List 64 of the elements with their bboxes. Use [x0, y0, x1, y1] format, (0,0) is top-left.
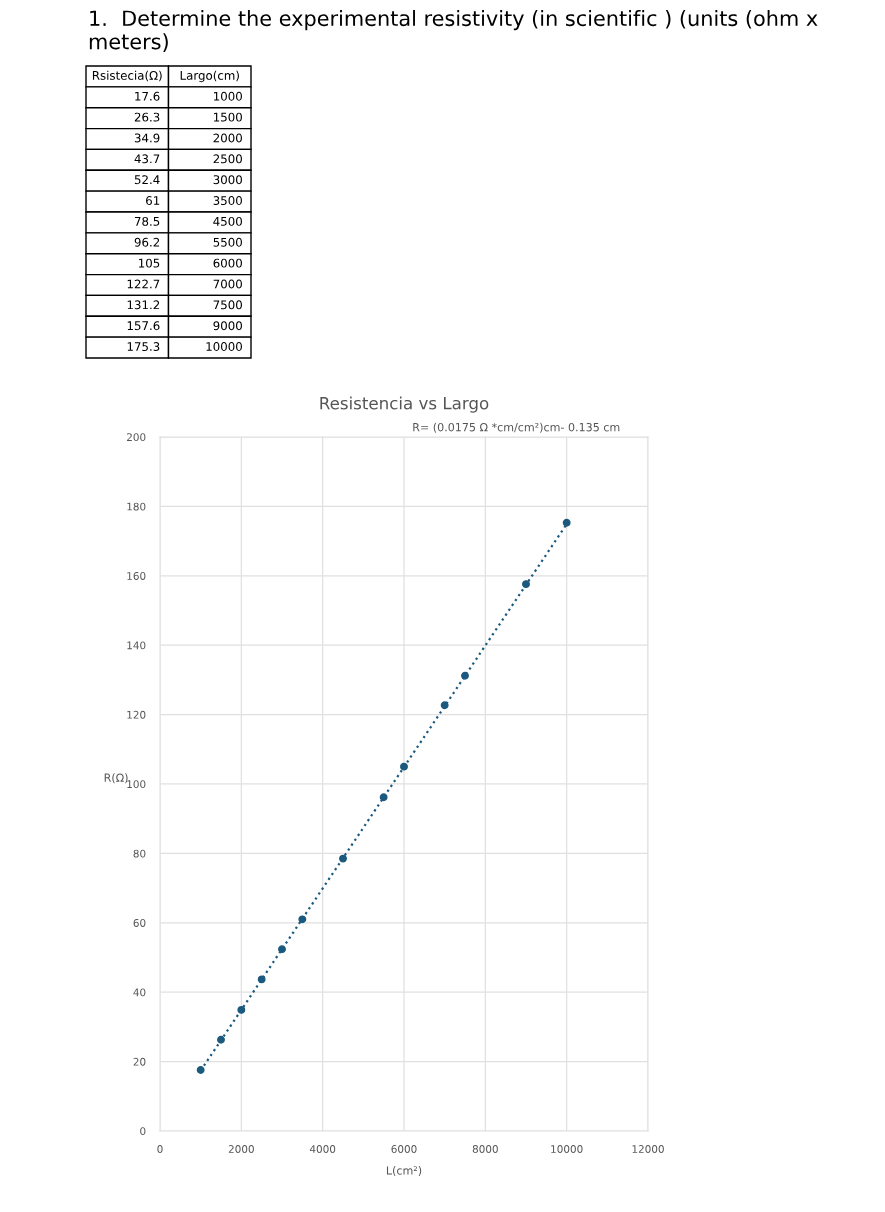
- point: [196, 1065, 205, 1074]
- y-tick-label: 160: [127, 572, 146, 580]
- chart-title: Resistencia vs Largo: [320, 396, 489, 413]
- y-tick-label: 20: [133, 1057, 146, 1066]
- y-tick-label: 0: [140, 1127, 146, 1136]
- text: 6000: [213, 258, 242, 268]
- text: Rsistecia(Ω): [92, 70, 162, 82]
- y-tick-label: 60: [133, 919, 146, 927]
- text: 26.3: [134, 112, 160, 122]
- y-tick-label: 100: [127, 780, 146, 789]
- point: [379, 793, 388, 802]
- text: 3000: [213, 175, 242, 185]
- y-axis-title: R(Ω): [104, 773, 128, 784]
- text: 96.2: [134, 237, 160, 247]
- text: 3500: [213, 196, 242, 205]
- point: [400, 762, 408, 771]
- y-tick-label: 120: [127, 710, 146, 719]
- point: [339, 854, 347, 863]
- text: 2500: [213, 154, 242, 164]
- text: 78.5: [134, 216, 160, 226]
- text: 4500: [213, 216, 242, 226]
- x-tick-label: 6000: [391, 1145, 417, 1153]
- point: [461, 671, 469, 680]
- point: [278, 945, 286, 954]
- text: 34.9: [134, 133, 160, 143]
- text: 7500: [213, 300, 242, 310]
- text: 1500: [214, 112, 242, 122]
- x-tick-label: 8000: [472, 1145, 498, 1153]
- x-tick-label: 10000: [551, 1145, 583, 1153]
- text: 61: [146, 196, 160, 205]
- x-tick-label: 2000: [228, 1145, 254, 1153]
- point: [562, 518, 571, 527]
- text: 1000: [214, 91, 242, 101]
- text: 1. Determine the experimental resistivity (in scientific ) (units (ohm x meters): [89, 10, 818, 52]
- text: 52.4: [134, 175, 160, 185]
- point: [237, 1005, 246, 1014]
- point: [440, 701, 449, 710]
- point: [257, 975, 266, 984]
- x-tick-label: 4000: [309, 1145, 336, 1153]
- text: Largo(cm): [180, 70, 239, 83]
- chart-subtitle: R= (0.0175 Ω *cm/cm²)cm- 0.135 cm: [413, 422, 620, 433]
- y-tick-label: 200: [126, 433, 146, 442]
- text: 10000: [206, 342, 242, 351]
- text: 157.6: [127, 321, 160, 331]
- text: 131.2: [127, 300, 160, 310]
- text: 7000: [213, 279, 242, 289]
- x-tick-label: 0: [157, 1145, 163, 1153]
- x-tick-label: 12000: [632, 1145, 664, 1153]
- point: [522, 580, 530, 589]
- text: 43.7: [134, 154, 160, 164]
- point: [298, 915, 307, 924]
- text: 105: [139, 258, 160, 268]
- text: 9000: [213, 321, 242, 331]
- x-axis-title: L(cm²): [386, 1166, 422, 1176]
- text: 5500: [213, 237, 242, 247]
- text: 122.7: [127, 279, 160, 289]
- y-tick-label: 80: [133, 849, 146, 858]
- y-tick-label: 180: [127, 502, 146, 511]
- y-tick-label: 40: [133, 988, 146, 997]
- text: 17.6: [135, 91, 160, 101]
- y-tick-label: 140: [127, 641, 146, 650]
- point: [217, 1035, 225, 1044]
- text: 175.3: [127, 342, 160, 351]
- text: 2000: [213, 133, 242, 143]
